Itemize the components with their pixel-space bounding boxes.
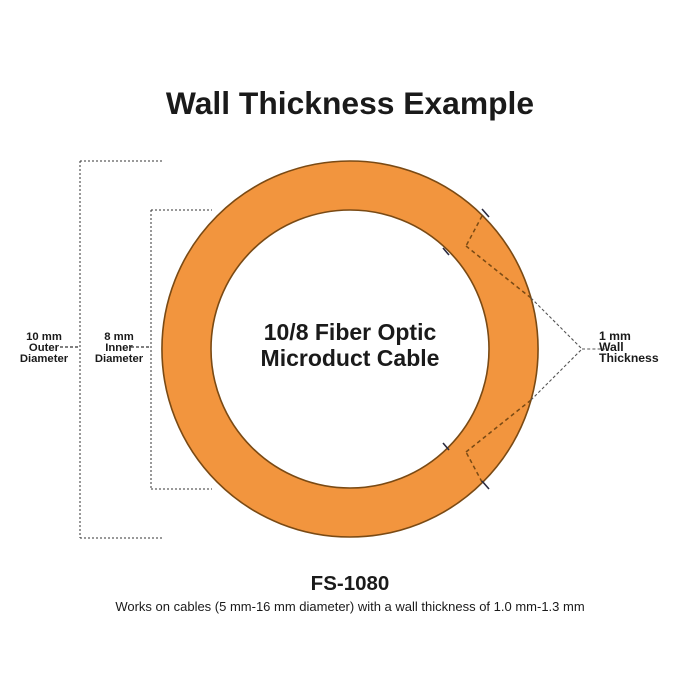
svg-text:Works on cables (5 mm-16 mm di: Works on cables (5 mm-16 mm diameter) wi… [115, 599, 584, 614]
svg-text:Thickness: Thickness [599, 351, 659, 365]
svg-text:Diameter: Diameter [20, 353, 69, 365]
svg-text:Wall Thickness Example: Wall Thickness Example [166, 85, 534, 121]
svg-text:Microduct Cable: Microduct Cable [261, 345, 440, 371]
svg-text:10/8 Fiber Optic: 10/8 Fiber Optic [264, 319, 437, 345]
svg-text:FS-1080: FS-1080 [311, 572, 390, 595]
svg-text:Diameter: Diameter [95, 353, 144, 365]
